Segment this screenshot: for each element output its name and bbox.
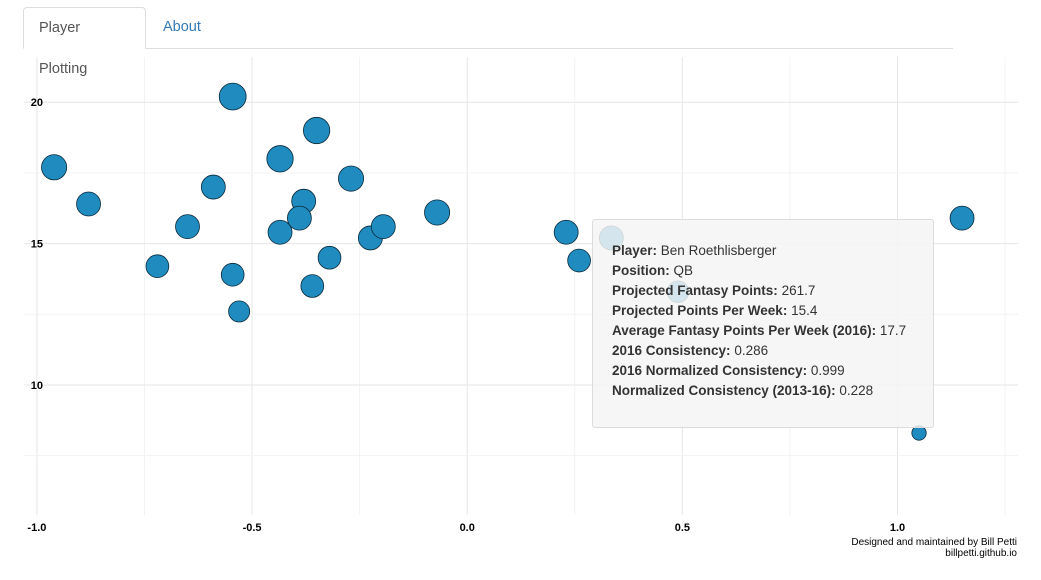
tooltip-key: 2016 Consistency: [612,343,731,358]
x-tick-label: 1.0 [890,522,905,534]
player-tooltip: Player: Ben Roethlisberger Position: QB … [592,219,934,428]
grid [24,57,1018,515]
data-point[interactable] [76,191,101,217]
credit: Designed and maintained by Bill Petti bi… [851,537,1017,559]
tooltip-row: Projected Fantasy Points: 261.7 [612,281,914,301]
data-point[interactable] [338,165,365,192]
data-point[interactable] [218,82,247,111]
tooltip-row: Average Fantasy Points Per Week (2016): … [612,321,914,341]
tooltip-value: QB [673,263,694,278]
axis-ticks: -1.0 -0.5 0.0 0.5 1.0 10 15 20 [27,97,905,534]
y-tick-label: 20 [31,97,43,109]
data-point[interactable] [567,248,591,273]
data-point[interactable] [267,219,293,245]
tab-bar: Player Plotting About [23,7,953,77]
x-tick-label: 0.0 [460,522,475,534]
tooltip-value: 15.4 [791,303,818,318]
tooltip-value: Ben Roethlisberger [660,243,777,258]
data-point[interactable] [424,199,451,226]
y-tick-label: 15 [31,239,43,251]
x-tick-label: -1.0 [27,522,46,534]
tooltip-row: Normalized Consistency (2013-16): 0.228 [612,381,914,401]
data-point[interactable] [266,145,294,173]
tooltip-value: 0.228 [839,383,874,398]
tooltip-row: Position: QB [612,261,914,281]
tab-about[interactable]: About [163,19,201,35]
credit-author: Designed and maintained by Bill Petti [851,537,1017,548]
data-points [41,82,975,441]
data-point[interactable] [175,214,200,240]
data-point[interactable] [41,154,68,181]
x-tick-label: 0.5 [675,522,690,534]
tab-player-plotting[interactable]: Player Plotting [23,7,146,77]
data-point[interactable] [317,245,342,270]
data-point[interactable] [228,300,251,323]
data-point[interactable] [200,174,226,200]
tooltip-row: Projected Points Per Week: 15.4 [612,301,914,321]
data-point[interactable] [145,254,170,279]
data-point[interactable] [286,205,312,231]
tooltip-value: 17.7 [879,323,907,338]
data-point[interactable] [949,205,975,231]
tooltip-key: Average Fantasy Points Per Week (2016): [612,323,877,338]
tooltip-row: 2016 Consistency: 0.286 [612,341,914,361]
tooltip-key: Normalized Consistency (2013-16): [612,383,836,398]
data-point[interactable] [220,262,245,287]
tooltip-key: Position: [612,263,670,278]
tooltip-value: 0.999 [810,363,845,378]
x-tick-label: -0.5 [243,522,262,534]
tooltip-value: 261.7 [781,283,816,298]
data-point[interactable] [370,214,396,240]
tooltip-key: Player: [612,243,658,258]
data-point[interactable] [300,274,325,298]
data-point[interactable] [303,116,331,145]
tooltip-value: 0.286 [734,343,769,358]
tooltip-row: Player: Ben Roethlisberger [612,241,914,261]
y-tick-label: 10 [31,380,43,392]
tooltip-key: Projected Fantasy Points: [612,283,778,298]
credit-link[interactable]: billpetti.github.io [945,548,1017,559]
data-point[interactable] [553,219,579,245]
tooltip-row: 2016 Normalized Consistency: 0.999 [612,361,914,381]
tooltip-key: 2016 Normalized Consistency: [612,363,808,378]
tooltip-key: Projected Points Per Week: [612,303,788,318]
